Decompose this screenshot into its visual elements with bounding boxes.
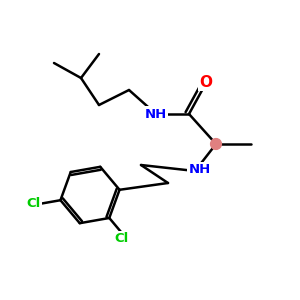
Text: NH: NH bbox=[145, 107, 167, 121]
Text: O: O bbox=[199, 75, 212, 90]
Circle shape bbox=[211, 139, 221, 149]
Text: NH: NH bbox=[188, 163, 211, 176]
Text: Cl: Cl bbox=[114, 232, 128, 245]
Text: Cl: Cl bbox=[27, 197, 41, 210]
